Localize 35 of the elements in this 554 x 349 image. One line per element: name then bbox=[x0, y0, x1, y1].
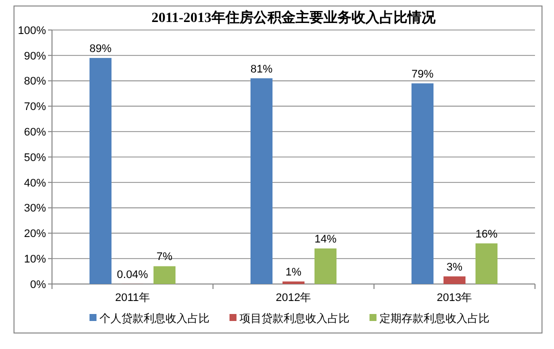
y-tick-label: 80% bbox=[24, 76, 46, 88]
data-label: 79% bbox=[411, 68, 434, 80]
y-tick-label: 40% bbox=[24, 177, 46, 190]
bar bbox=[444, 276, 466, 284]
data-label: 89% bbox=[89, 42, 112, 55]
y-tick-label: 20% bbox=[24, 228, 46, 240]
data-label: 81% bbox=[250, 63, 273, 76]
data-label: 7% bbox=[156, 251, 173, 264]
bar bbox=[154, 266, 176, 284]
legend-label: 定期存款利息收入占比 bbox=[380, 312, 490, 325]
data-label: 0.04% bbox=[116, 268, 148, 281]
y-tick-label: 70% bbox=[24, 101, 46, 114]
chart-title: 2011-2013年住房公积金主要业务收入占比情况 bbox=[152, 9, 436, 26]
bar bbox=[314, 248, 336, 284]
legend-label: 个人贷款利息收入占比 bbox=[100, 312, 210, 325]
bar bbox=[412, 83, 434, 284]
y-tick-label: 50% bbox=[24, 152, 46, 164]
bar bbox=[282, 281, 304, 284]
x-tick-label: 2013年 bbox=[436, 292, 472, 304]
data-label: 1% bbox=[286, 266, 302, 278]
data-label: 16% bbox=[475, 228, 498, 240]
bar bbox=[250, 78, 272, 284]
y-tick-label: 10% bbox=[24, 253, 46, 266]
y-tick-label: 100% bbox=[18, 24, 46, 37]
x-tick-label: 2011年 bbox=[115, 292, 150, 304]
y-tick-label: 90% bbox=[24, 50, 46, 62]
y-tick-label: 60% bbox=[24, 126, 46, 138]
data-label: 14% bbox=[314, 233, 337, 246]
bar bbox=[90, 58, 112, 284]
data-label: 3% bbox=[446, 261, 463, 274]
bar bbox=[476, 243, 498, 284]
y-tick-label: 30% bbox=[24, 202, 46, 215]
legend-label: 项目贷款利息收入占比 bbox=[240, 312, 350, 325]
x-tick-label: 2012年 bbox=[276, 292, 312, 304]
y-tick-label: 0% bbox=[30, 278, 46, 291]
